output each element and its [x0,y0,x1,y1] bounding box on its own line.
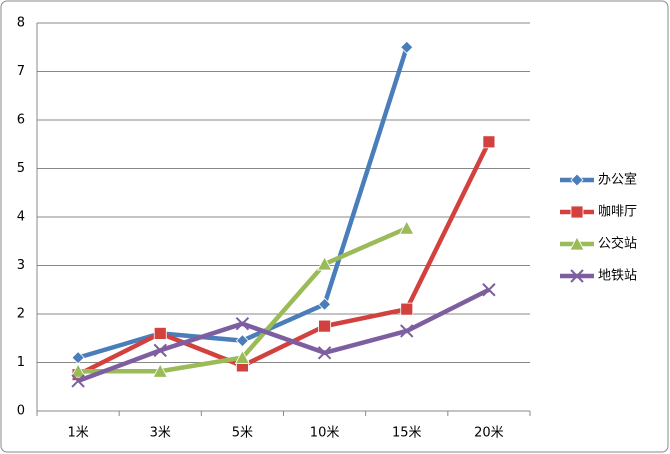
point [482,135,496,149]
point [153,326,167,340]
point [235,334,249,348]
legend-marker [570,205,584,219]
y-tick-label: 1 [17,355,25,370]
point [71,374,85,388]
point [400,302,414,316]
point [234,349,251,365]
point [317,346,332,360]
x-tick-label: 10米 [310,426,340,441]
legend-label: 公交站 [598,236,637,252]
series-line [77,287,490,384]
legend-label: 咖啡厅 [598,205,637,220]
point [400,40,414,54]
x-tick-label: 5米 [232,426,253,441]
point [400,324,414,338]
y-tick-label: 6 [17,113,25,128]
point [318,297,332,311]
x-tick-label: 15米 [392,426,422,441]
point [70,363,86,378]
point [152,363,168,378]
y-tick-label: 0 [17,404,25,419]
legend-marker [570,173,584,187]
y-tick-label: 4 [17,210,25,225]
x-tick-label: 3米 [150,426,171,441]
y-tick-label: 8 [17,16,25,31]
series-line [77,140,491,377]
x-tick-label: 1米 [67,426,88,441]
point [153,343,167,358]
x-tick-label: 20米 [474,426,504,441]
point [318,319,331,333]
legend-label: 办公室 [598,172,637,188]
legend-marker [570,269,584,283]
point [482,283,496,297]
point [235,316,250,331]
y-tick-label: 7 [17,64,25,79]
point [399,220,415,235]
y-tick-label: 3 [17,258,25,273]
point [316,256,333,271]
y-tick-label: 5 [17,161,25,176]
y-tick-label: 2 [17,307,25,322]
legend-label: 地铁站 [598,269,637,284]
legend-marker [569,236,585,251]
